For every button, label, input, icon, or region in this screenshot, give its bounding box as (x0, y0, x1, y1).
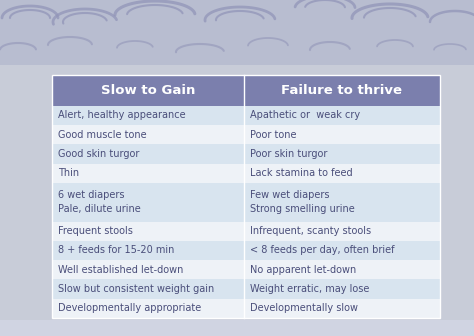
Bar (244, 260, 440, 280)
Bar (52, 299, 244, 318)
Bar (244, 144, 440, 164)
Text: Poor skin turgor: Poor skin turgor (250, 149, 328, 159)
Bar (52, 75, 440, 318)
Bar (244, 299, 440, 318)
Bar (52, 183, 244, 221)
Bar (52, 280, 244, 299)
Bar (244, 75, 440, 106)
Text: Frequent stools: Frequent stools (58, 226, 133, 236)
Text: Failure to thrive: Failure to thrive (282, 84, 402, 97)
Bar (244, 241, 440, 260)
Bar (244, 164, 440, 183)
Text: Developmentally appropriate: Developmentally appropriate (58, 303, 201, 313)
Text: < 8 feeds per day, often brief: < 8 feeds per day, often brief (250, 246, 394, 255)
Bar (52, 260, 244, 280)
Text: Alert, healthy appearance: Alert, healthy appearance (58, 111, 186, 121)
Text: Poor tone: Poor tone (250, 130, 297, 140)
Bar (52, 75, 440, 318)
Text: Infrequent, scanty stools: Infrequent, scanty stools (250, 226, 371, 236)
Text: Lack stamina to feed: Lack stamina to feed (250, 168, 353, 178)
Bar (52, 106, 244, 125)
Bar (52, 164, 244, 183)
Bar (0, 320, 474, 336)
Text: 6 wet diapers
Pale, dilute urine: 6 wet diapers Pale, dilute urine (58, 190, 141, 214)
Bar (244, 106, 440, 125)
Bar (52, 241, 244, 260)
Bar (244, 221, 440, 241)
Text: Developmentally slow: Developmentally slow (250, 303, 358, 313)
Bar (244, 280, 440, 299)
Text: Well established let-down: Well established let-down (58, 265, 183, 275)
Bar (244, 125, 440, 144)
Bar (52, 125, 244, 144)
Text: Slow but consistent weight gain: Slow but consistent weight gain (58, 284, 214, 294)
Text: Good muscle tone: Good muscle tone (58, 130, 146, 140)
Bar (52, 75, 244, 106)
Text: Apathetic or  weak cry: Apathetic or weak cry (250, 111, 360, 121)
Bar (244, 183, 440, 221)
Bar (0, 0, 474, 65)
Bar (52, 144, 244, 164)
Bar (0, 65, 474, 336)
Text: Few wet diapers
Strong smelling urine: Few wet diapers Strong smelling urine (250, 190, 355, 214)
Text: 8 + feeds for 15-20 min: 8 + feeds for 15-20 min (58, 246, 174, 255)
Text: Good skin turgor: Good skin turgor (58, 149, 139, 159)
Text: Weight erratic, may lose: Weight erratic, may lose (250, 284, 369, 294)
Text: Slow to Gain: Slow to Gain (101, 84, 195, 97)
Bar (52, 221, 244, 241)
Text: No apparent let-down: No apparent let-down (250, 265, 356, 275)
Text: Thin: Thin (58, 168, 79, 178)
